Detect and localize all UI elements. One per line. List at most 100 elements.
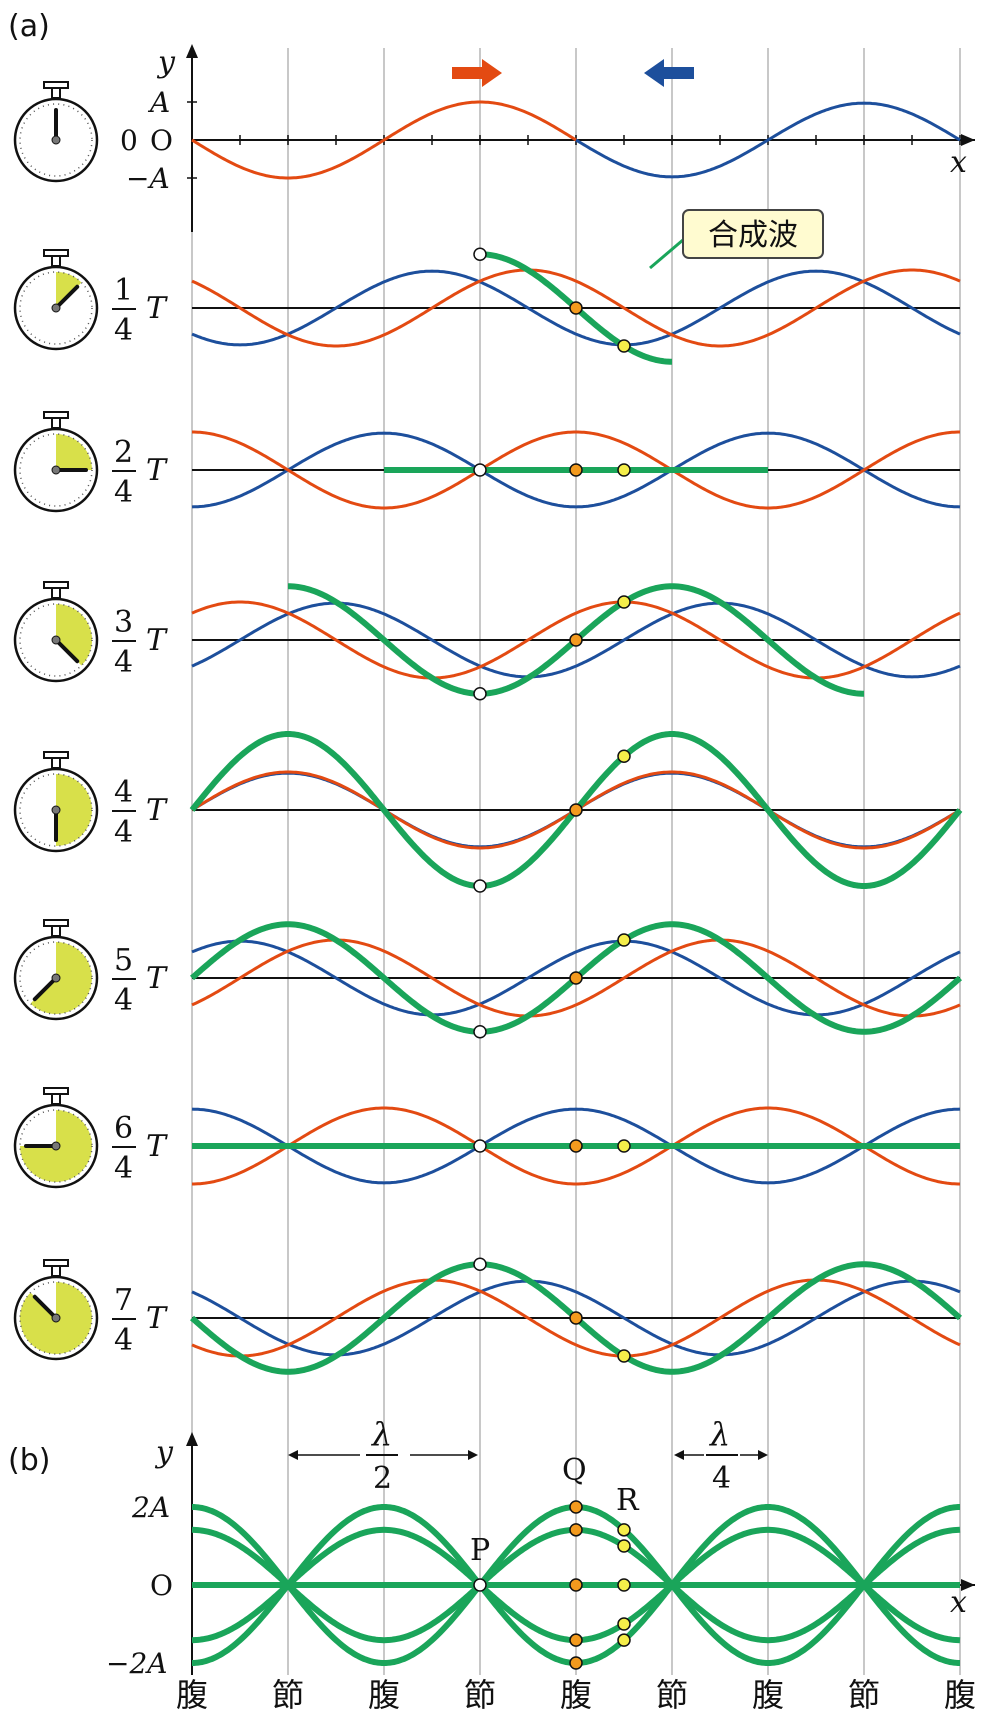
time-row: 4 4T <box>13 731 963 893</box>
stopwatch-icon <box>13 411 99 513</box>
incident-wave <box>192 430 960 510</box>
node-label: 節 <box>272 1676 304 1714</box>
incident-wave <box>191 600 961 680</box>
stopwatch-icon <box>13 1259 99 1361</box>
panel-b: y x 2A O −2A P QRλ 2 λ 4 <box>106 1415 975 1680</box>
lambda-half-denominator: 2 <box>373 1461 392 1496</box>
point-q-marker <box>569 633 583 647</box>
time-period-label: T <box>146 961 168 996</box>
reflected-wave <box>191 269 961 347</box>
time-numerator: 2 <box>114 435 133 470</box>
antinode-label: 腹 <box>560 1676 592 1714</box>
stopwatch-icon <box>13 1087 99 1189</box>
point-r-marker <box>617 1539 631 1553</box>
point-r-marker <box>617 339 631 353</box>
point-q-marker <box>569 803 583 817</box>
antinode-label: 腹 <box>176 1676 208 1714</box>
x-axis-arrow <box>961 134 975 146</box>
incident-wave <box>191 100 577 180</box>
time-period-label: T <box>146 453 168 488</box>
origin-label: O <box>150 124 173 157</box>
time-row: 6 4T <box>13 1087 961 1189</box>
point-q-marker <box>569 301 583 315</box>
time-denominator: 4 <box>114 815 133 850</box>
reflected-direction-arrow <box>644 59 694 87</box>
time-numerator: 1 <box>114 273 133 308</box>
y-axis-arrow <box>186 1432 198 1446</box>
x-axis-label: x <box>950 145 967 180</box>
antinode-label: 腹 <box>752 1676 784 1714</box>
vertical-grid <box>191 48 961 1675</box>
point-r-marker <box>617 749 631 764</box>
stopwatch-icon <box>13 919 99 1021</box>
reflected-wave <box>191 1107 961 1185</box>
x-axis-label: x <box>950 1585 967 1620</box>
lambda-quarter-numerator: λ <box>708 1415 730 1453</box>
stopwatch-icon <box>13 249 99 351</box>
point-r-marker <box>617 1349 631 1363</box>
lambda-quarter-denominator: 4 <box>712 1461 731 1496</box>
point-r-label: R <box>616 1483 640 1518</box>
point-q-label: Q <box>562 1453 587 1488</box>
x-axis-arrow <box>961 1579 975 1591</box>
node-label: 節 <box>848 1676 880 1714</box>
incident-wave <box>191 268 961 348</box>
reflected-wave <box>191 939 961 1017</box>
point-r-marker <box>617 1617 631 1631</box>
reflected-wave <box>191 431 961 509</box>
stopwatch-icon <box>13 81 99 183</box>
time-numerator: 7 <box>114 1283 133 1318</box>
point-p-marker <box>473 879 487 893</box>
point-p-marker <box>473 247 487 262</box>
incident-wave <box>191 938 961 1018</box>
point-p-marker <box>473 686 487 701</box>
point-p-marker <box>473 1024 487 1039</box>
neg-two-amp-label: −2A <box>106 1647 168 1680</box>
y-axis-arrow <box>186 44 198 58</box>
point-p-label: P <box>470 1533 490 1568</box>
time-row: 7 4T <box>13 1257 963 1375</box>
point-q-marker <box>569 1139 583 1153</box>
point-q-marker <box>569 463 583 477</box>
point-q-marker <box>569 971 583 985</box>
incident-wave <box>192 1106 960 1186</box>
point-r-marker <box>617 933 631 947</box>
lambda-half-numerator: λ <box>370 1415 392 1453</box>
point-r-marker <box>617 595 631 609</box>
point-q-marker <box>569 1311 583 1325</box>
point-p-marker <box>473 1139 487 1153</box>
point-q-marker <box>569 1633 583 1647</box>
time-period-label: T <box>146 1129 168 1164</box>
point-p-marker <box>473 1578 487 1592</box>
time-row: y x A0 O −A <box>13 44 975 232</box>
zero-label: 0 <box>120 124 138 157</box>
time-numerator: 3 <box>114 605 133 640</box>
y-axis-label: y <box>156 45 176 80</box>
point-q-marker <box>569 1578 583 1592</box>
point-q-marker <box>569 1656 583 1670</box>
antinode-label: 腹 <box>944 1676 976 1714</box>
panel-a-label: (a) <box>8 9 50 44</box>
two-amp-label: 2A <box>131 1491 170 1524</box>
incident-direction-arrow <box>452 59 502 87</box>
point-r-marker <box>617 463 631 477</box>
point-q-marker <box>569 1500 583 1514</box>
point-r-marker <box>617 1139 631 1153</box>
time-period-label: T <box>146 1301 168 1336</box>
reflected-wave <box>575 101 961 179</box>
reflected-wave <box>191 1279 961 1357</box>
panel-b-label: (b) <box>8 1443 50 1478</box>
origin-label: O <box>150 1569 173 1602</box>
time-row: 3 4T <box>13 581 961 701</box>
time-denominator: 4 <box>114 645 133 680</box>
time-row: 2 4T <box>13 411 961 513</box>
time-denominator: 4 <box>114 475 133 510</box>
time-period-label: T <box>146 291 168 326</box>
time-period-label: T <box>146 793 168 828</box>
node-label: 節 <box>464 1676 496 1714</box>
time-row: 1 4T 合成波 <box>13 209 961 365</box>
reflected-wave <box>191 601 961 679</box>
point-p-marker <box>473 1257 487 1272</box>
